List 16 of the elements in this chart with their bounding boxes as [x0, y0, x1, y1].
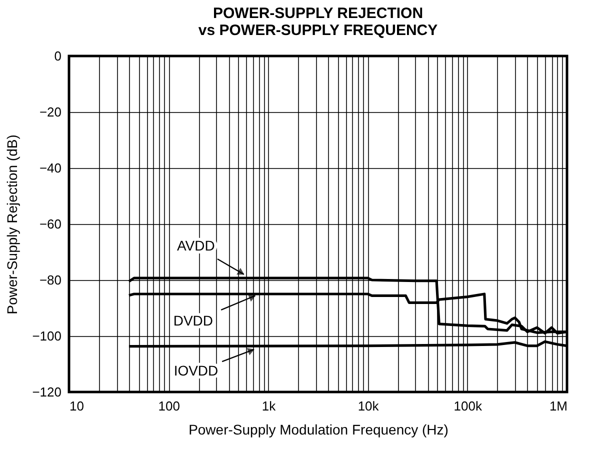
y-tick-label: −60	[39, 216, 62, 232]
x-tick-label: 100	[158, 398, 180, 414]
y-tick-label: −100	[32, 328, 62, 344]
x-tick-label: 100k	[454, 398, 482, 414]
y-tick-label: −20	[39, 104, 62, 120]
x-tick-label: 10	[70, 398, 84, 414]
chart-title: POWER-SUPPLY REJECTION vs POWER-SUPPLY FREQUENCY	[198, 5, 438, 39]
y-tick-label: 0	[54, 48, 62, 64]
y-tick-label: −120	[32, 384, 62, 400]
x-axis-title: Power-Supply Modulation Frequency (Hz)	[188, 422, 448, 438]
x-tick-label: 1M	[549, 398, 568, 414]
x-tick-label: 10k	[358, 398, 380, 414]
y-tick-label: −40	[39, 160, 62, 176]
y-axis-title: Power-Supply Rejection (dB)	[4, 134, 20, 314]
y-tick-label: −80	[39, 272, 62, 288]
x-tick-label: 1k	[262, 398, 276, 414]
